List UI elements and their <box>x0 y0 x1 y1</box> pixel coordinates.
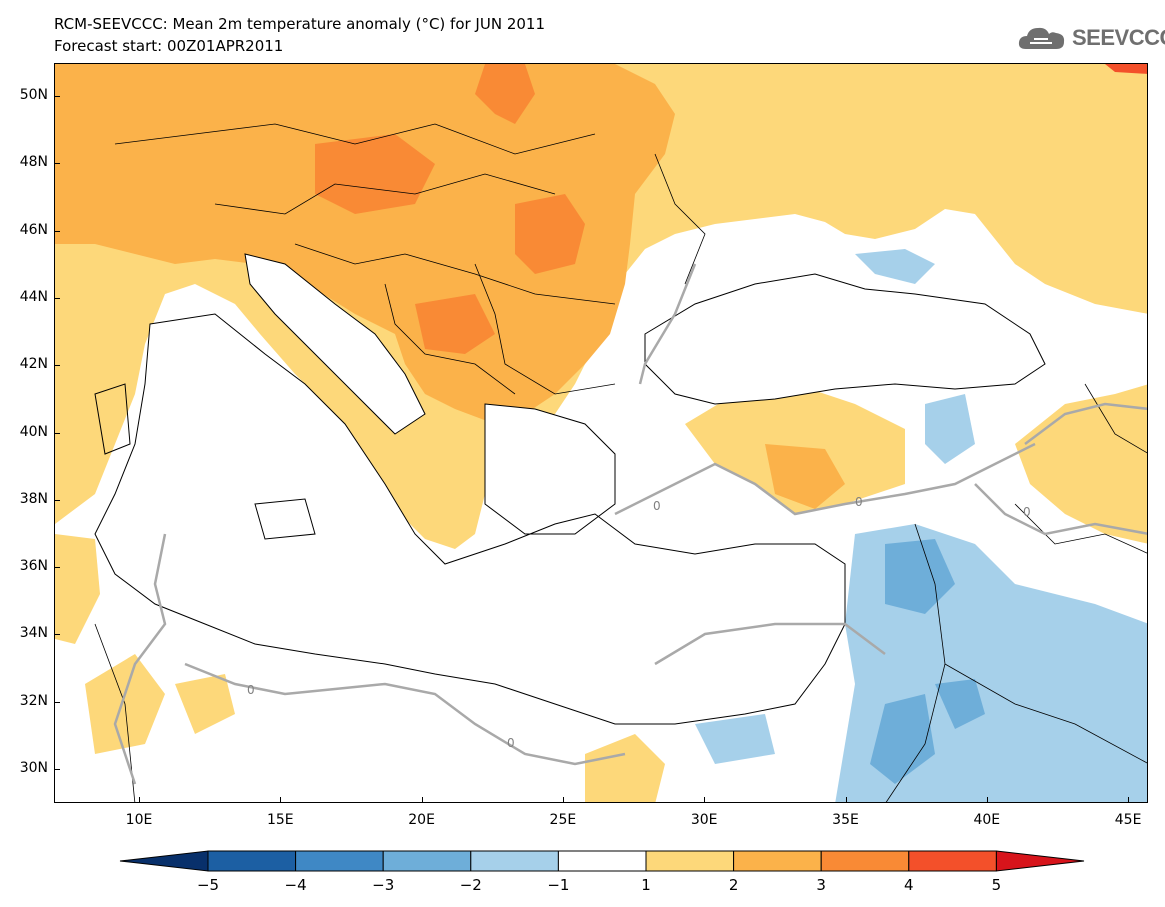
colorbar-label: 4 <box>904 876 914 894</box>
colorbar-label: −2 <box>459 876 482 894</box>
colorbar-bin <box>645 850 735 872</box>
anomaly-patch-extreme <box>1105 64 1147 74</box>
logo-text: SEEVCCC <box>1072 25 1165 50</box>
lat-label: 50N <box>19 87 48 103</box>
colorbar-below-min <box>119 850 209 872</box>
mediterranean-sea <box>95 314 845 724</box>
anomaly-patch-egypt <box>585 734 665 802</box>
anomaly-patch-cold-strong <box>885 539 955 614</box>
colorbar-bin <box>295 850 384 872</box>
lat-label: 34N <box>19 625 48 642</box>
anomaly-patch-strong-2 <box>515 194 585 274</box>
anomaly-patch-cold-iraq <box>925 394 975 464</box>
lat-tick <box>54 297 60 299</box>
anomaly-patch-cold-strong-3 <box>935 679 985 729</box>
map-area: 0 0 0 0 0 <box>54 63 1148 803</box>
lon-label: 30E <box>690 812 718 828</box>
coastlines <box>94 253 1046 725</box>
lon-tick <box>1128 797 1130 803</box>
colorbar <box>119 850 1085 872</box>
lon-label: 15E <box>266 812 294 828</box>
lat-tick <box>54 230 60 232</box>
lat-label: 46N <box>19 221 48 238</box>
anomaly-field-hot <box>55 64 675 424</box>
lon-tick <box>280 797 282 803</box>
adriatic-sea <box>245 254 425 434</box>
lon-tick <box>986 797 988 803</box>
chart-title: RCM-SEEVCCC: Mean 2m temperature anomaly… <box>54 15 545 33</box>
lat-tick <box>54 634 60 636</box>
anomaly-patch-strong-1 <box>475 64 535 124</box>
colorbar-label: −5 <box>196 876 220 894</box>
colorbar-bin <box>382 850 472 872</box>
lat-label: 44N <box>19 288 48 305</box>
colorbar-label: 3 <box>816 876 826 894</box>
lat-tick <box>54 163 60 165</box>
lon-tick <box>421 797 423 803</box>
anomaly-patch-libya-2 <box>175 674 235 734</box>
lat-tick <box>54 769 60 770</box>
lon-label: 25E <box>549 812 577 828</box>
anomaly-map: 0 0 0 0 0 <box>55 64 1147 802</box>
anomaly-field-warm-east <box>975 174 1147 314</box>
contour-label-zero-4: 0 <box>247 683 255 697</box>
lat-label: 32N <box>19 692 48 709</box>
cloud-logo-icon <box>1018 27 1065 49</box>
anomaly-patch-strong-3 <box>315 134 435 214</box>
anomaly-patch-africa-west <box>55 534 100 644</box>
colorbar-label: −3 <box>372 876 395 894</box>
lat-label: 38N <box>19 490 48 507</box>
lon-label: 10E <box>125 812 153 828</box>
lon-label: 35E <box>832 812 859 828</box>
colorbar-bin <box>557 850 647 872</box>
lat-tick <box>54 365 60 367</box>
contour-label-zero-2: 0 <box>855 495 863 509</box>
colorbar-above-max <box>995 850 1085 872</box>
lat-label: 36N <box>19 558 48 575</box>
lon-label: 40E <box>973 812 1001 828</box>
lat-label: 42N <box>19 356 48 373</box>
lon-tick <box>704 797 706 803</box>
lat-tick <box>54 432 60 434</box>
lon-tick <box>139 797 140 803</box>
anomaly-patch-cold-egypt <box>695 714 775 764</box>
colorbar-label: 5 <box>991 876 1002 894</box>
black-sea <box>645 274 1045 404</box>
lat-label: 48N <box>19 154 48 171</box>
lon-tick <box>562 797 564 803</box>
colorbar-label: 1 <box>641 876 651 894</box>
country-borders <box>94 123 1147 802</box>
anomaly-patch-cold-crimea <box>855 249 935 284</box>
contour-label-zero-3: 0 <box>1023 505 1031 519</box>
contour-label-zero-5: 0 <box>507 736 515 750</box>
lat-tick <box>54 567 60 569</box>
colorbar-bin <box>470 850 559 872</box>
lon-label: 45E <box>1114 812 1142 828</box>
lon-label: 20E <box>408 812 435 828</box>
lat-label: 30N <box>19 760 48 776</box>
lat-tick <box>54 499 60 501</box>
seevccc-logo: SEEVCCC <box>1018 22 1165 54</box>
colorbar-label: −4 <box>284 876 307 894</box>
aegean-sea <box>485 404 615 534</box>
contour-label-zero-1: 0 <box>653 499 661 513</box>
colorbar-bin <box>207 850 297 872</box>
anomaly-patch-strong-4 <box>415 294 495 354</box>
lon-tick <box>845 797 847 803</box>
colorbar-bin <box>733 850 822 872</box>
lat-tick <box>54 701 60 703</box>
zero-contours <box>113 263 1147 785</box>
colorbar-label: 2 <box>728 876 739 894</box>
lat-tick <box>54 96 60 97</box>
colorbar-bin <box>908 850 997 872</box>
lat-label: 40N <box>19 423 48 440</box>
anomaly-patch-anatolia-hot <box>765 444 845 509</box>
anomaly-patch-cold-strong-2 <box>870 694 935 784</box>
anomaly-field-caucasus <box>1015 384 1147 544</box>
colorbar-bin <box>820 850 910 872</box>
forecast-start-label: Forecast start: 00Z01APR2011 <box>54 37 284 55</box>
colorbar-label: −1 <box>547 876 570 894</box>
